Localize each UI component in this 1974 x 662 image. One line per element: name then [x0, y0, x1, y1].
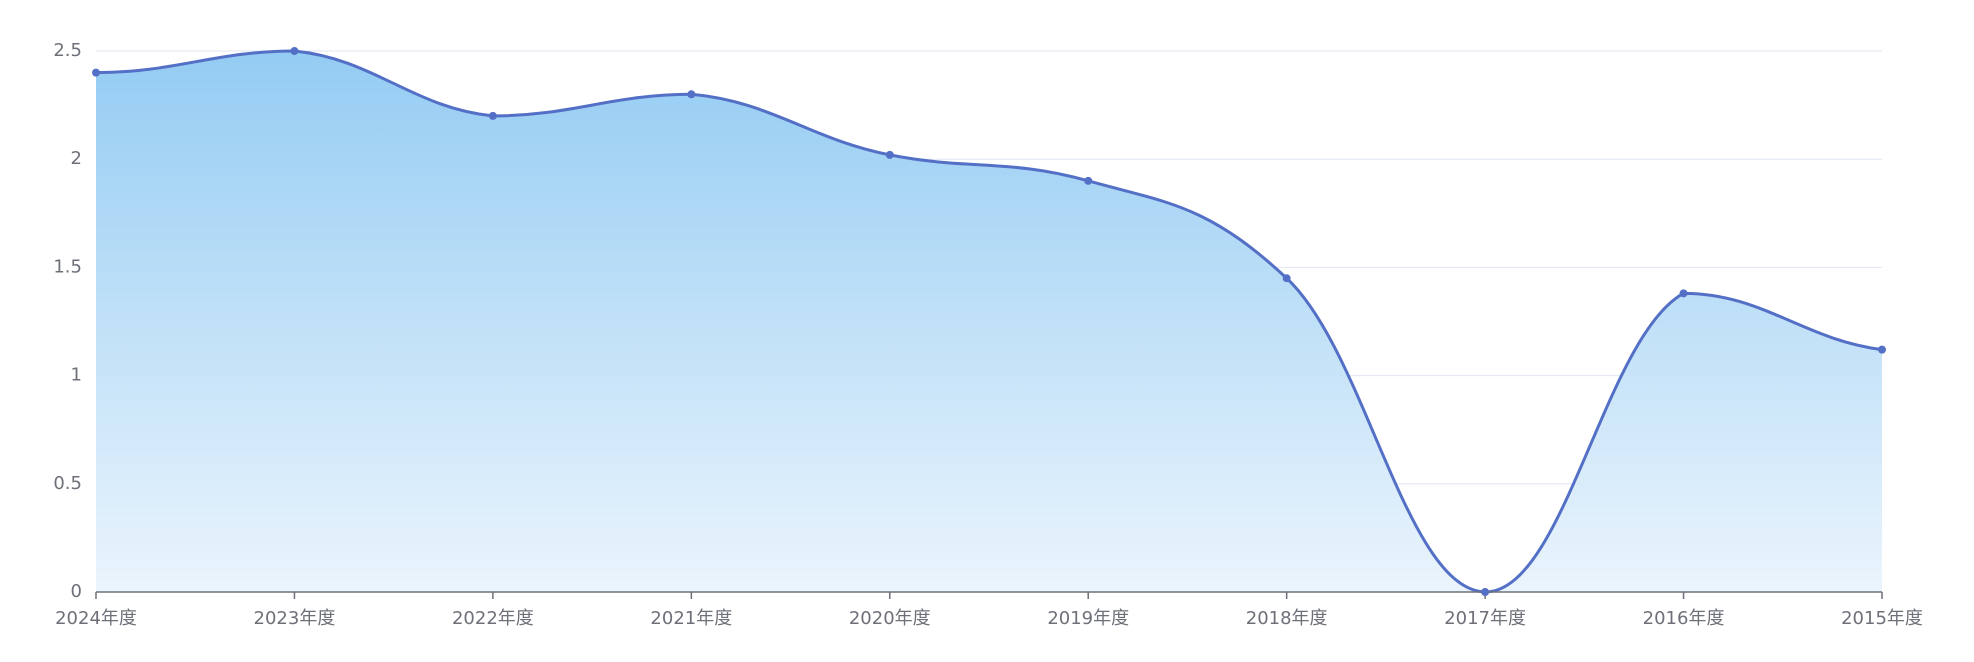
point: [488, 111, 497, 120]
y-tick-label: 2.5: [53, 40, 82, 61]
y-tick-label: 1.5: [53, 256, 82, 277]
point: [92, 68, 100, 77]
x-tick-label: 2022年度: [452, 608, 534, 629]
y-tick-label: 1: [71, 365, 82, 386]
x-tick-label: 2016年度: [1643, 608, 1725, 629]
point: [687, 90, 696, 99]
y-tick-label: 0.5: [53, 473, 82, 494]
point: [1679, 289, 1688, 298]
point: [290, 47, 299, 55]
x-tick-label: 2018年度: [1246, 608, 1328, 629]
x-tick-label: 2019年度: [1047, 608, 1129, 629]
point: [885, 150, 894, 159]
point: [1481, 588, 1490, 596]
x-tick-label: 2023年度: [254, 608, 336, 629]
x-tick-label: 2021年度: [650, 608, 732, 629]
x-tick-label: 2024年度: [55, 608, 137, 629]
point: [1878, 345, 1886, 354]
x-tick-label: 2020年度: [849, 608, 931, 629]
point: [1282, 274, 1291, 283]
x-tick-label: 2015年度: [1841, 608, 1923, 629]
y-tick-label: 2: [71, 148, 82, 169]
area: [96, 51, 1882, 592]
x-tick-label: 2017年度: [1444, 608, 1526, 629]
point: [1084, 176, 1093, 185]
line: [95, 49, 1883, 594]
y-tick-label: 0: [71, 581, 82, 602]
